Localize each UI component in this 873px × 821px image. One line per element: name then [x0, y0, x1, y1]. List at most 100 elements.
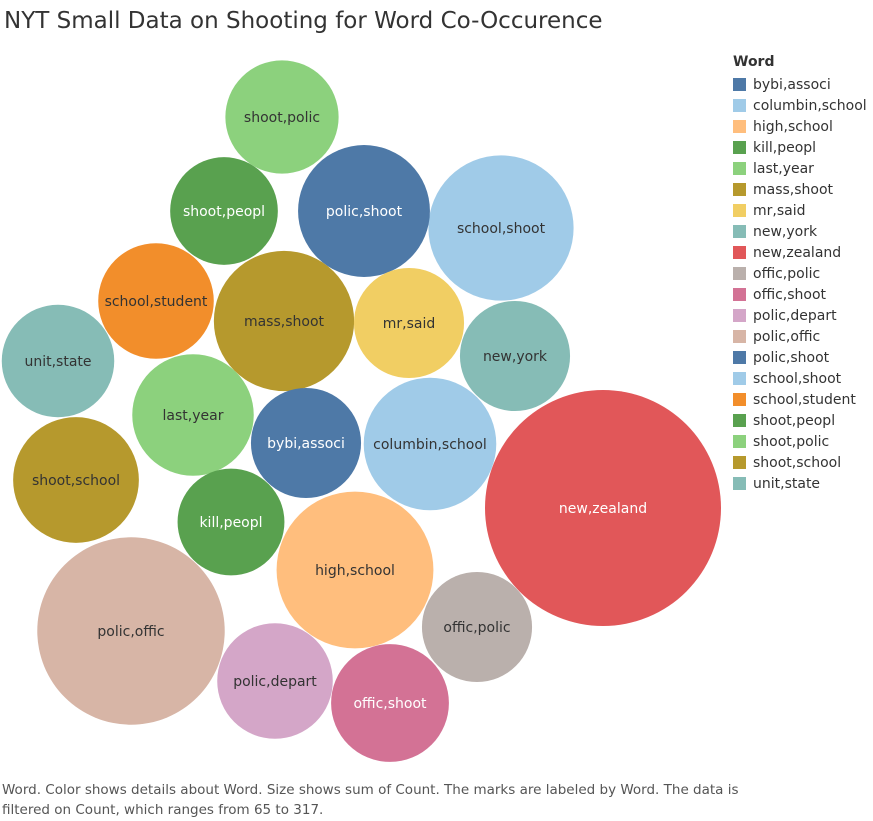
legend: Word bybi,associ columbin,school high,scho… [733, 54, 867, 494]
legend-item[interactable]: shoot,peopl [733, 410, 867, 431]
legend-label: new,zealand [753, 244, 842, 261]
bubble-polic-shoot[interactable] [298, 145, 430, 277]
legend-item[interactable]: offic,polic [733, 263, 867, 284]
legend-item[interactable]: new,zealand [733, 242, 867, 263]
legend-label: high,school [753, 118, 833, 135]
bubble-label: polic,shoot [326, 204, 403, 220]
legend-label: mass,shoot [753, 181, 834, 198]
legend-title: Word [733, 54, 775, 70]
legend-swatch [733, 330, 746, 343]
bubble-offic-polic[interactable] [421, 571, 533, 683]
legend-item[interactable]: new,york [733, 221, 867, 242]
legend-label: mr,said [753, 202, 806, 219]
legend-label: unit,state [753, 475, 821, 492]
legend-swatch [733, 78, 746, 91]
legend-item[interactable]: shoot,polic [733, 431, 867, 452]
legend-swatch [733, 267, 746, 280]
bubble-label: columbin,school [373, 437, 487, 453]
legend-label: last,year [753, 160, 814, 177]
legend-item[interactable]: unit,state [733, 473, 867, 494]
bubble-label: school,student [105, 294, 208, 310]
bubble-polic-offic[interactable] [37, 537, 225, 725]
bubble-high-school[interactable] [276, 491, 434, 649]
bubble-label: polic,depart [233, 674, 317, 690]
bubble-shoot-school[interactable] [13, 417, 139, 543]
legend-swatch [733, 204, 746, 217]
legend-item[interactable]: columbin,school [733, 95, 867, 116]
legend-swatch [733, 435, 746, 448]
legend-item[interactable]: school,shoot [733, 368, 867, 389]
legend-swatch [733, 120, 746, 133]
legend-item[interactable]: kill,peopl [733, 137, 867, 158]
bubble-school-shoot[interactable] [428, 155, 574, 301]
bubble-label: new,zealand [559, 501, 647, 517]
legend-label: shoot,peopl [753, 412, 836, 429]
bubble-label: shoot,peopl [183, 204, 265, 220]
legend-label: polic,shoot [753, 349, 830, 366]
bubble-label: school,shoot [457, 221, 546, 237]
bubble-label: shoot,school [32, 473, 120, 489]
bubble-mass-shoot[interactable] [213, 250, 355, 392]
legend-item[interactable]: offic,shoot [733, 284, 867, 305]
legend-swatch [733, 414, 746, 427]
legend-swatch [733, 162, 746, 175]
bubble-label: unit,state [24, 354, 91, 370]
bubble-bybi-associ[interactable] [250, 387, 362, 499]
bubble-chart: new,zealand polic,offic high,school school,… [1, 60, 721, 762]
legend-swatch [733, 456, 746, 469]
legend-item[interactable]: polic,depart [733, 305, 867, 326]
bubble-label: mr,said [383, 316, 436, 332]
legend-swatch [733, 477, 746, 490]
bubble-last-year[interactable] [132, 354, 254, 476]
bubble-mr-said[interactable] [353, 267, 465, 379]
legend-label: new,york [753, 223, 818, 240]
legend-swatch [733, 351, 746, 364]
legend-item[interactable]: bybi,associ [733, 74, 867, 95]
legend-swatch [733, 372, 746, 385]
legend-items: bybi,associ columbin,school high,school kil… [733, 74, 867, 494]
bubble-columbin-school[interactable] [363, 377, 497, 511]
bubble-label: last,year [163, 408, 224, 424]
bubble-label: kill,peopl [199, 515, 262, 531]
bubble-unit-state[interactable] [1, 304, 115, 418]
bubble-label: offic,shoot [353, 696, 427, 712]
legend-item[interactable]: mass,shoot [733, 179, 867, 200]
bubble-school-student[interactable] [98, 243, 214, 359]
bubble-shoot-peopl[interactable] [170, 157, 278, 265]
bubble-label: bybi,associ [267, 436, 345, 452]
bubble-new-zealand[interactable] [485, 390, 721, 626]
bubble-new-york[interactable] [459, 300, 571, 412]
legend-label: offic,shoot [753, 286, 827, 303]
bubble-label: polic,offic [97, 624, 164, 640]
legend-item[interactable]: polic,shoot [733, 347, 867, 368]
bubble-shoot-polic[interactable] [225, 60, 339, 174]
legend-swatch [733, 225, 746, 238]
bubble-label: offic,polic [443, 620, 510, 636]
legend-swatch [733, 99, 746, 112]
legend-label: school,student [753, 391, 856, 408]
legend-label: bybi,associ [753, 76, 831, 93]
legend-swatch [733, 183, 746, 196]
bubble-offic-shoot[interactable] [331, 644, 449, 762]
legend-label: shoot,school [753, 454, 842, 471]
legend-label: shoot,polic [753, 433, 830, 450]
legend-swatch [733, 393, 746, 406]
legend-label: kill,peopl [753, 139, 817, 156]
bubble-kill-peopl[interactable] [177, 468, 285, 576]
chart-caption: Word. Color shows details about Word. Si… [2, 782, 739, 818]
legend-swatch [733, 288, 746, 301]
legend-label: offic,polic [753, 265, 821, 282]
legend-label: polic,depart [753, 307, 837, 324]
legend-item[interactable]: polic,offic [733, 326, 867, 347]
legend-item[interactable]: school,student [733, 389, 867, 410]
bubble-polic-depart[interactable] [217, 623, 333, 739]
legend-label: columbin,school [753, 97, 867, 114]
legend-item[interactable]: last,year [733, 158, 867, 179]
legend-item[interactable]: shoot,school [733, 452, 867, 473]
legend-label: school,shoot [753, 370, 842, 387]
legend-item[interactable]: high,school [733, 116, 867, 137]
legend-item[interactable]: mr,said [733, 200, 867, 221]
legend-swatch [733, 141, 746, 154]
chart-title: NYT Small Data on Shooting for Word Co-O… [4, 8, 603, 34]
legend-swatch [733, 246, 746, 259]
